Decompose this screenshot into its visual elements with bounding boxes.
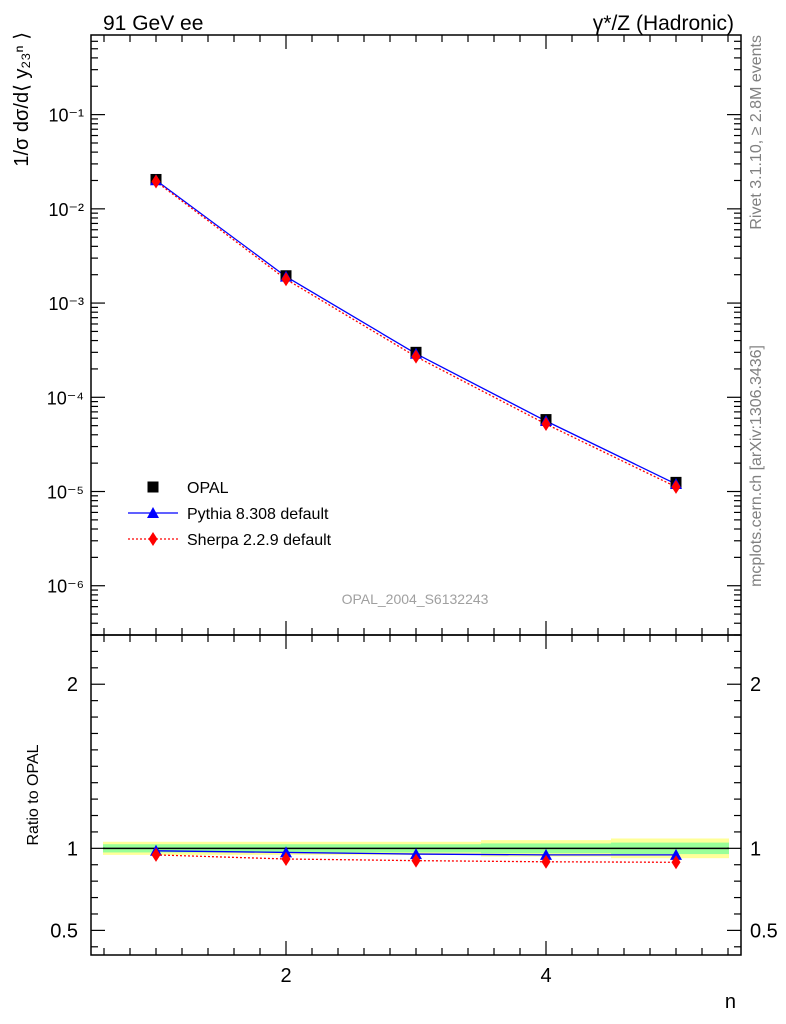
- main-y-tick-label: 10⁻¹: [48, 106, 84, 126]
- legend-marker: [147, 507, 159, 518]
- ratio-plot-frame: [90, 634, 742, 956]
- ratio-x-tick-label: 4: [540, 965, 551, 987]
- ratio-y-tick-label-right: 0.5: [750, 920, 778, 942]
- main-y-tick-label: 10⁻⁶: [47, 577, 84, 597]
- ratio-data-point: [541, 854, 551, 869]
- mcplots-label: mcplots.cern.ch [arXiv:1306.3436]: [748, 345, 765, 587]
- x-axis-label: n: [725, 991, 736, 1013]
- ratio-plot-panel: 0.5 0.5 1 1 2 2 2 4: [50, 634, 778, 987]
- legend-marker: [147, 481, 159, 493]
- ratio-y-axis-label: Ratio to OPAL: [25, 744, 42, 845]
- main-y-tick-label: 10⁻⁴: [47, 388, 84, 408]
- main-series-line: [155, 179, 677, 485]
- legend-marker: [148, 532, 158, 546]
- ratio-y-tick-label-left: 1: [67, 838, 78, 860]
- main-data-point: [281, 272, 291, 287]
- ratio-data-point: [151, 847, 161, 862]
- ratio-data-point: [281, 852, 291, 866]
- ratio-data-point: [411, 853, 421, 868]
- main-data-point: [411, 349, 421, 364]
- legend: OPAL Pythia 8.308 default Sherpa 2.2.9 def…: [128, 480, 332, 549]
- ratio-data-point: [671, 855, 681, 870]
- ratio-data-point: [410, 848, 422, 860]
- main-data-point: [671, 479, 681, 494]
- ratio-y-tick-label-right: 1: [750, 838, 761, 860]
- legend-entry-label: Pythia 8.308 default: [187, 506, 329, 523]
- main-y-axis-label: 1/σ dσ/d⟨ y₂₃ⁿ ⟩: [11, 32, 33, 167]
- analysis-watermark: OPAL_2004_S6132243: [342, 591, 489, 607]
- legend-entry-label: Sherpa 2.2.9 default: [187, 532, 332, 549]
- ratio-y-tick-label-left: 2: [67, 674, 78, 696]
- ratio-y-tick-label-right: 2: [750, 674, 761, 696]
- main-y-tick-label: 10⁻³: [48, 294, 84, 314]
- top-left-label: 91 GeV ee: [103, 12, 203, 35]
- top-right-label: γ*/Z (Hadronic): [593, 12, 734, 35]
- main-data-point: [151, 174, 161, 189]
- main-series-line: [155, 181, 677, 488]
- ratio-y-tick-label-left: 0.5: [50, 920, 78, 942]
- rivet-label: Rivet 3.1.10, ≥ 2.8M events: [748, 35, 765, 230]
- main-y-tick-label: 10⁻²: [48, 200, 84, 220]
- main-data-point: [541, 417, 551, 432]
- main-y-tick-label: 10⁻⁵: [47, 483, 84, 503]
- main-plot-panel: 10⁻⁶ 10⁻⁵ 10⁻⁴ 10⁻³ 10⁻² 10⁻¹: [47, 34, 742, 636]
- ratio-data-point: [540, 848, 552, 860]
- legend-entry-label: OPAL: [187, 480, 229, 497]
- ratio-x-tick-label: 2: [280, 965, 291, 987]
- ratio-data-point: [280, 846, 292, 858]
- ratio-data-point: [670, 848, 682, 860]
